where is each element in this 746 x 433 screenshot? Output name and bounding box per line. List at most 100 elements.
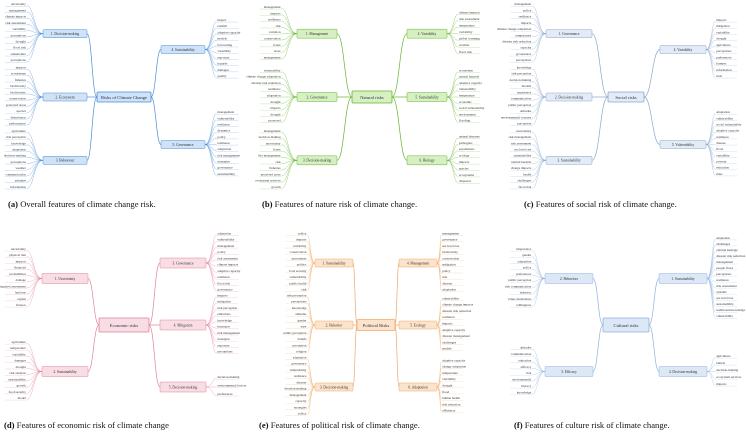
leaf-keyword: models xyxy=(442,347,452,351)
leaf-keyword: food security xyxy=(9,390,27,394)
leaf-keyword: disaster risk reduction xyxy=(251,81,280,85)
panel-culture-risk: importance gender adaptation policy preferen… xyxy=(505,232,746,418)
leaf-keyword: knowledge xyxy=(11,141,26,145)
branch-node xyxy=(314,382,354,392)
leaf-connector xyxy=(26,144,44,161)
branch-node xyxy=(659,140,707,149)
leaf-keyword: governance xyxy=(217,166,233,170)
leaf-keyword: vulnerability xyxy=(290,275,307,279)
leaf-keyword: adaptive capacity xyxy=(442,328,465,332)
leaf-keyword: social vulnerability xyxy=(716,123,742,127)
leaf-keyword: drought xyxy=(270,112,280,116)
panel-social-risk: management policy resilience impacts climate… xyxy=(497,2,742,192)
leaf-connector xyxy=(204,119,217,145)
branch-connector xyxy=(150,49,162,98)
leaf-connector xyxy=(26,160,44,189)
leaf-keyword: strategies xyxy=(217,337,230,341)
leaf-connector xyxy=(204,131,217,145)
leaf-keyword: perceptions xyxy=(11,58,27,62)
leaf-keyword: temperature xyxy=(515,33,531,37)
leaf-connector xyxy=(446,71,459,98)
leaf-keyword: change impacts xyxy=(511,166,532,170)
leaf-keyword: uncertainty xyxy=(516,129,531,133)
leaf-keyword: adaptive capacity xyxy=(217,30,240,34)
center-node xyxy=(98,317,150,333)
leaf-connector xyxy=(281,96,298,123)
leaf-keyword: impacts xyxy=(296,238,307,242)
leaf-keyword: variability xyxy=(12,352,26,356)
leaf-keyword: forest xyxy=(273,43,281,47)
leaf-keyword: preferences xyxy=(217,392,233,396)
branch-label: 6. Adaptation xyxy=(408,385,428,389)
leaf-keyword: resilience xyxy=(217,275,230,279)
leaf-connector xyxy=(205,324,217,354)
leaf-keyword: variability xyxy=(716,153,730,157)
leaf-keyword: risk communication xyxy=(505,284,532,288)
leaf-keyword: beliefs xyxy=(298,337,308,341)
branch-label: 4. Decision-making xyxy=(669,370,698,374)
leaf-keyword: natural hazards xyxy=(459,75,480,79)
branch-connector xyxy=(394,262,400,326)
leaf-connector xyxy=(446,77,459,98)
leaf-keyword: decision-making xyxy=(716,368,738,372)
leaf-keyword: models xyxy=(522,84,532,88)
leaf-keyword: species xyxy=(459,166,469,170)
branch-node xyxy=(544,273,594,284)
leaf-keyword: impacts xyxy=(16,66,27,70)
leaf-connector xyxy=(307,309,316,326)
leaf-connector xyxy=(205,241,217,264)
leaf-keyword: variability xyxy=(459,30,473,34)
branch-node xyxy=(406,155,448,166)
leaf-keyword: decision making xyxy=(510,78,532,82)
mindmap-a: uncertainty management climate impacts risk… xyxy=(4,2,241,190)
leaf-connector xyxy=(307,234,316,264)
leaf-keyword: variability xyxy=(217,49,231,53)
leaf-connector xyxy=(281,132,298,161)
branch-connector xyxy=(336,33,353,98)
branch-connector xyxy=(150,96,162,145)
caption-b: (b) Features of nature risk of climate c… xyxy=(262,199,417,209)
leaf-connector xyxy=(446,137,459,161)
leaf-keyword: decision-making xyxy=(4,154,26,158)
leaf-keyword: adaptation xyxy=(267,94,281,98)
leaf-connector xyxy=(26,17,44,34)
leaf-keyword: protected areas xyxy=(261,172,282,176)
leaf-keyword: environmental concern xyxy=(501,115,532,119)
leaf-keyword: capacity xyxy=(520,46,531,50)
leaf-connector xyxy=(26,160,44,177)
branch-node xyxy=(398,382,438,392)
leaf-keyword: value orientations xyxy=(508,297,532,301)
leaf-connector xyxy=(705,33,716,50)
leaf-keyword: mitigation xyxy=(716,24,730,28)
leaf-keyword: health xyxy=(523,172,531,176)
leaf-connector xyxy=(436,324,442,351)
branch-connector xyxy=(391,96,408,161)
leaf-connector xyxy=(281,77,298,98)
leaf-connector xyxy=(532,262,546,279)
leaf-keyword: ecology xyxy=(459,154,470,158)
branch-label: 3. Governance xyxy=(173,261,194,265)
leaf-keyword: ecosystem services xyxy=(716,375,742,379)
leaf-connector xyxy=(307,262,316,292)
leaf-keyword: risk perception xyxy=(6,135,26,139)
branch-node xyxy=(159,257,207,269)
leaf-keyword: adaptation xyxy=(518,259,532,263)
leaf-connector xyxy=(307,386,316,416)
leaf-keyword: risk xyxy=(301,288,306,292)
branch-label: 4. Management xyxy=(407,261,429,265)
branch-connector xyxy=(352,324,358,388)
leaf-connector xyxy=(532,132,547,161)
leaf-keyword: governance xyxy=(291,362,307,366)
leaf-connector xyxy=(706,371,716,386)
branch-connector xyxy=(591,96,609,161)
leaf-keyword: management xyxy=(514,2,531,6)
leaf-keyword: management xyxy=(217,110,234,114)
leaf-connector xyxy=(204,144,217,176)
leaf-keyword: variability xyxy=(293,244,307,248)
branch-connector xyxy=(592,324,604,372)
branch-connector xyxy=(148,324,161,388)
leaf-connector xyxy=(307,371,316,388)
leaf-keyword: flood risk xyxy=(519,185,532,189)
leaf-keyword: global warming xyxy=(459,37,480,41)
leaf-keyword: vulnerability xyxy=(217,116,234,120)
